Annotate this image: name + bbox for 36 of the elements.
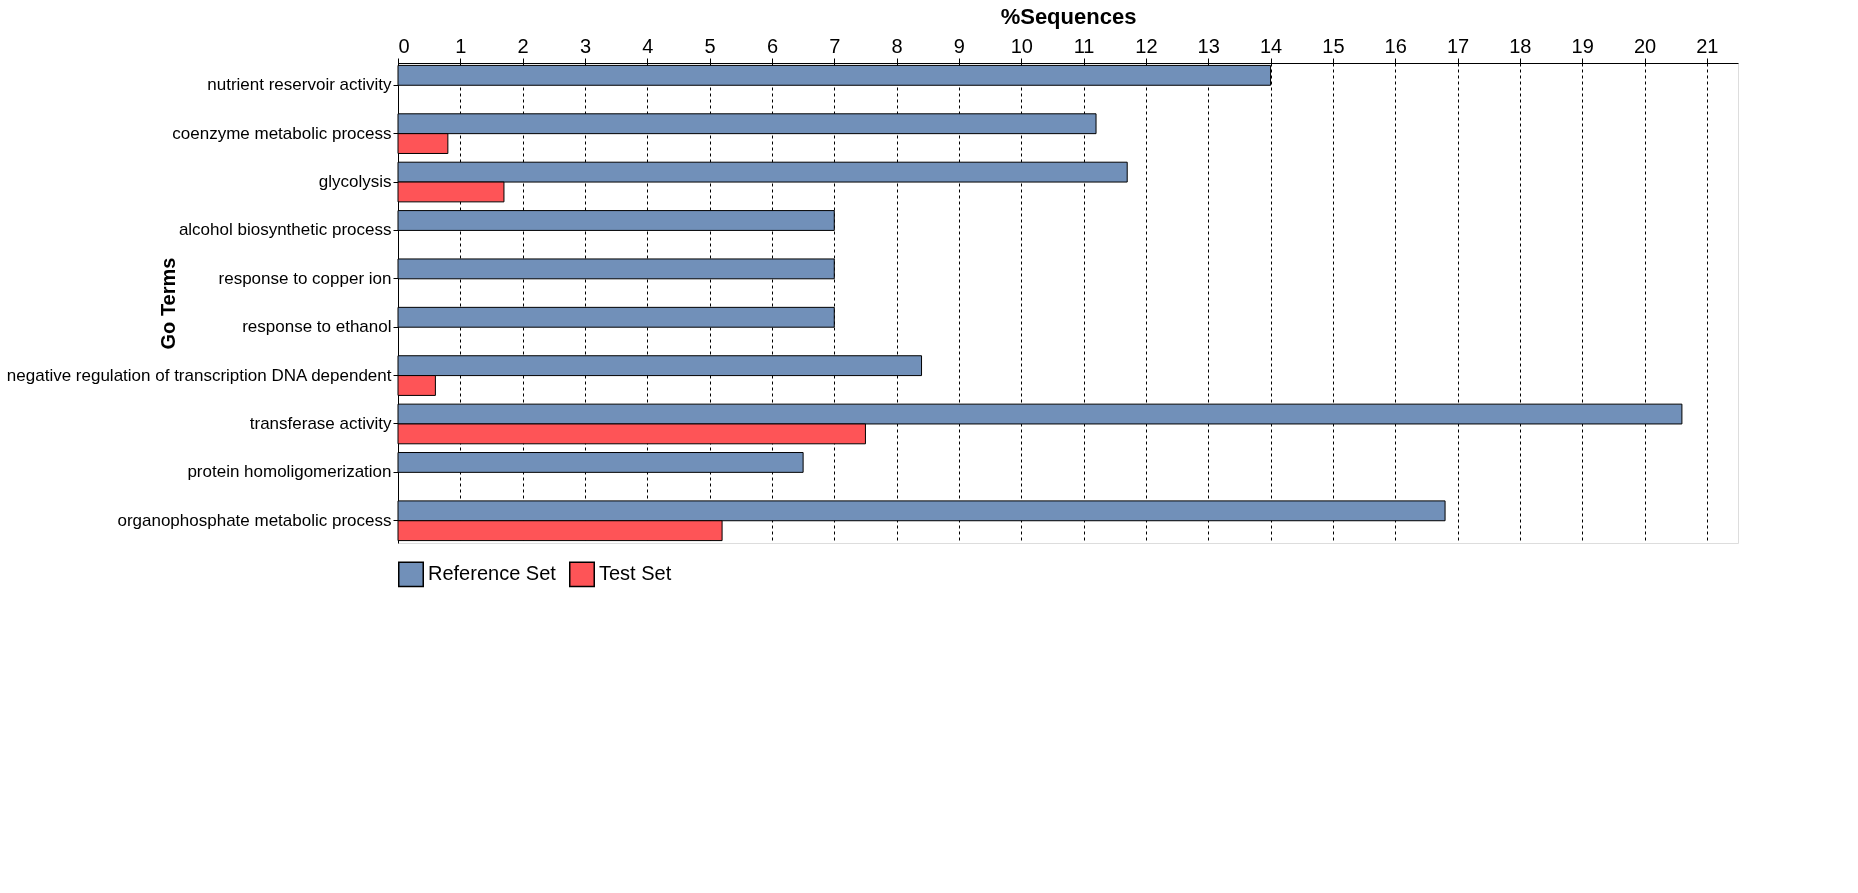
x-tick-label: 3 (579, 34, 592, 57)
x-tick-label: 19 (1571, 34, 1594, 57)
x-tick-label: 10 (1010, 34, 1033, 57)
x-tick-label: 0 (398, 34, 410, 57)
y-tick-label: organophosphate metabolic process (117, 510, 392, 530)
y-axis-title: Go Terms (156, 257, 179, 350)
x-tick-label: 8 (891, 34, 903, 57)
x-tick-label: 16 (1384, 34, 1407, 57)
x-tick-label: 15 (1322, 34, 1345, 57)
x-tick-label: 5 (704, 34, 716, 57)
x-tick-label: 17 (1446, 34, 1470, 57)
x-tick-label: 2 (517, 34, 529, 57)
x-axis-title: %Sequences (1000, 3, 1137, 29)
x-tick-label: 9 (953, 34, 965, 57)
y-tick-label: response to ethanol (242, 317, 392, 337)
x-tick-label: 6 (766, 34, 779, 57)
legend-label: Test Set (599, 562, 672, 585)
x-tick-label: 20 (1633, 34, 1657, 57)
y-tick-label: protein homoligomerization (187, 462, 392, 482)
legend-label: Reference Set (428, 562, 557, 585)
x-tick-label: 11 (1073, 34, 1095, 57)
y-tick-label: coenzyme metabolic process (172, 123, 392, 143)
x-tick-label: 12 (1135, 34, 1158, 57)
x-tick-label: 4 (642, 34, 654, 57)
y-tick-label: glycolysis (318, 172, 392, 192)
x-tick-label: 14 (1259, 34, 1283, 57)
x-tick-label: 1 (455, 34, 467, 57)
y-tick-label: alcohol biosynthetic process (178, 220, 392, 240)
x-tick-label: 18 (1509, 34, 1532, 57)
y-tick-label: response to copper ion (218, 268, 392, 288)
x-tick-label: 7 (829, 34, 841, 57)
x-tick-label: 13 (1197, 34, 1220, 57)
y-tick-label: negative regulation of transcription DNA dependent (6, 365, 392, 385)
x-tick-label: 21 (1696, 34, 1719, 57)
y-tick-label: transferase activity (249, 413, 392, 433)
y-tick-label: nutrient reservoir activity (207, 75, 392, 95)
